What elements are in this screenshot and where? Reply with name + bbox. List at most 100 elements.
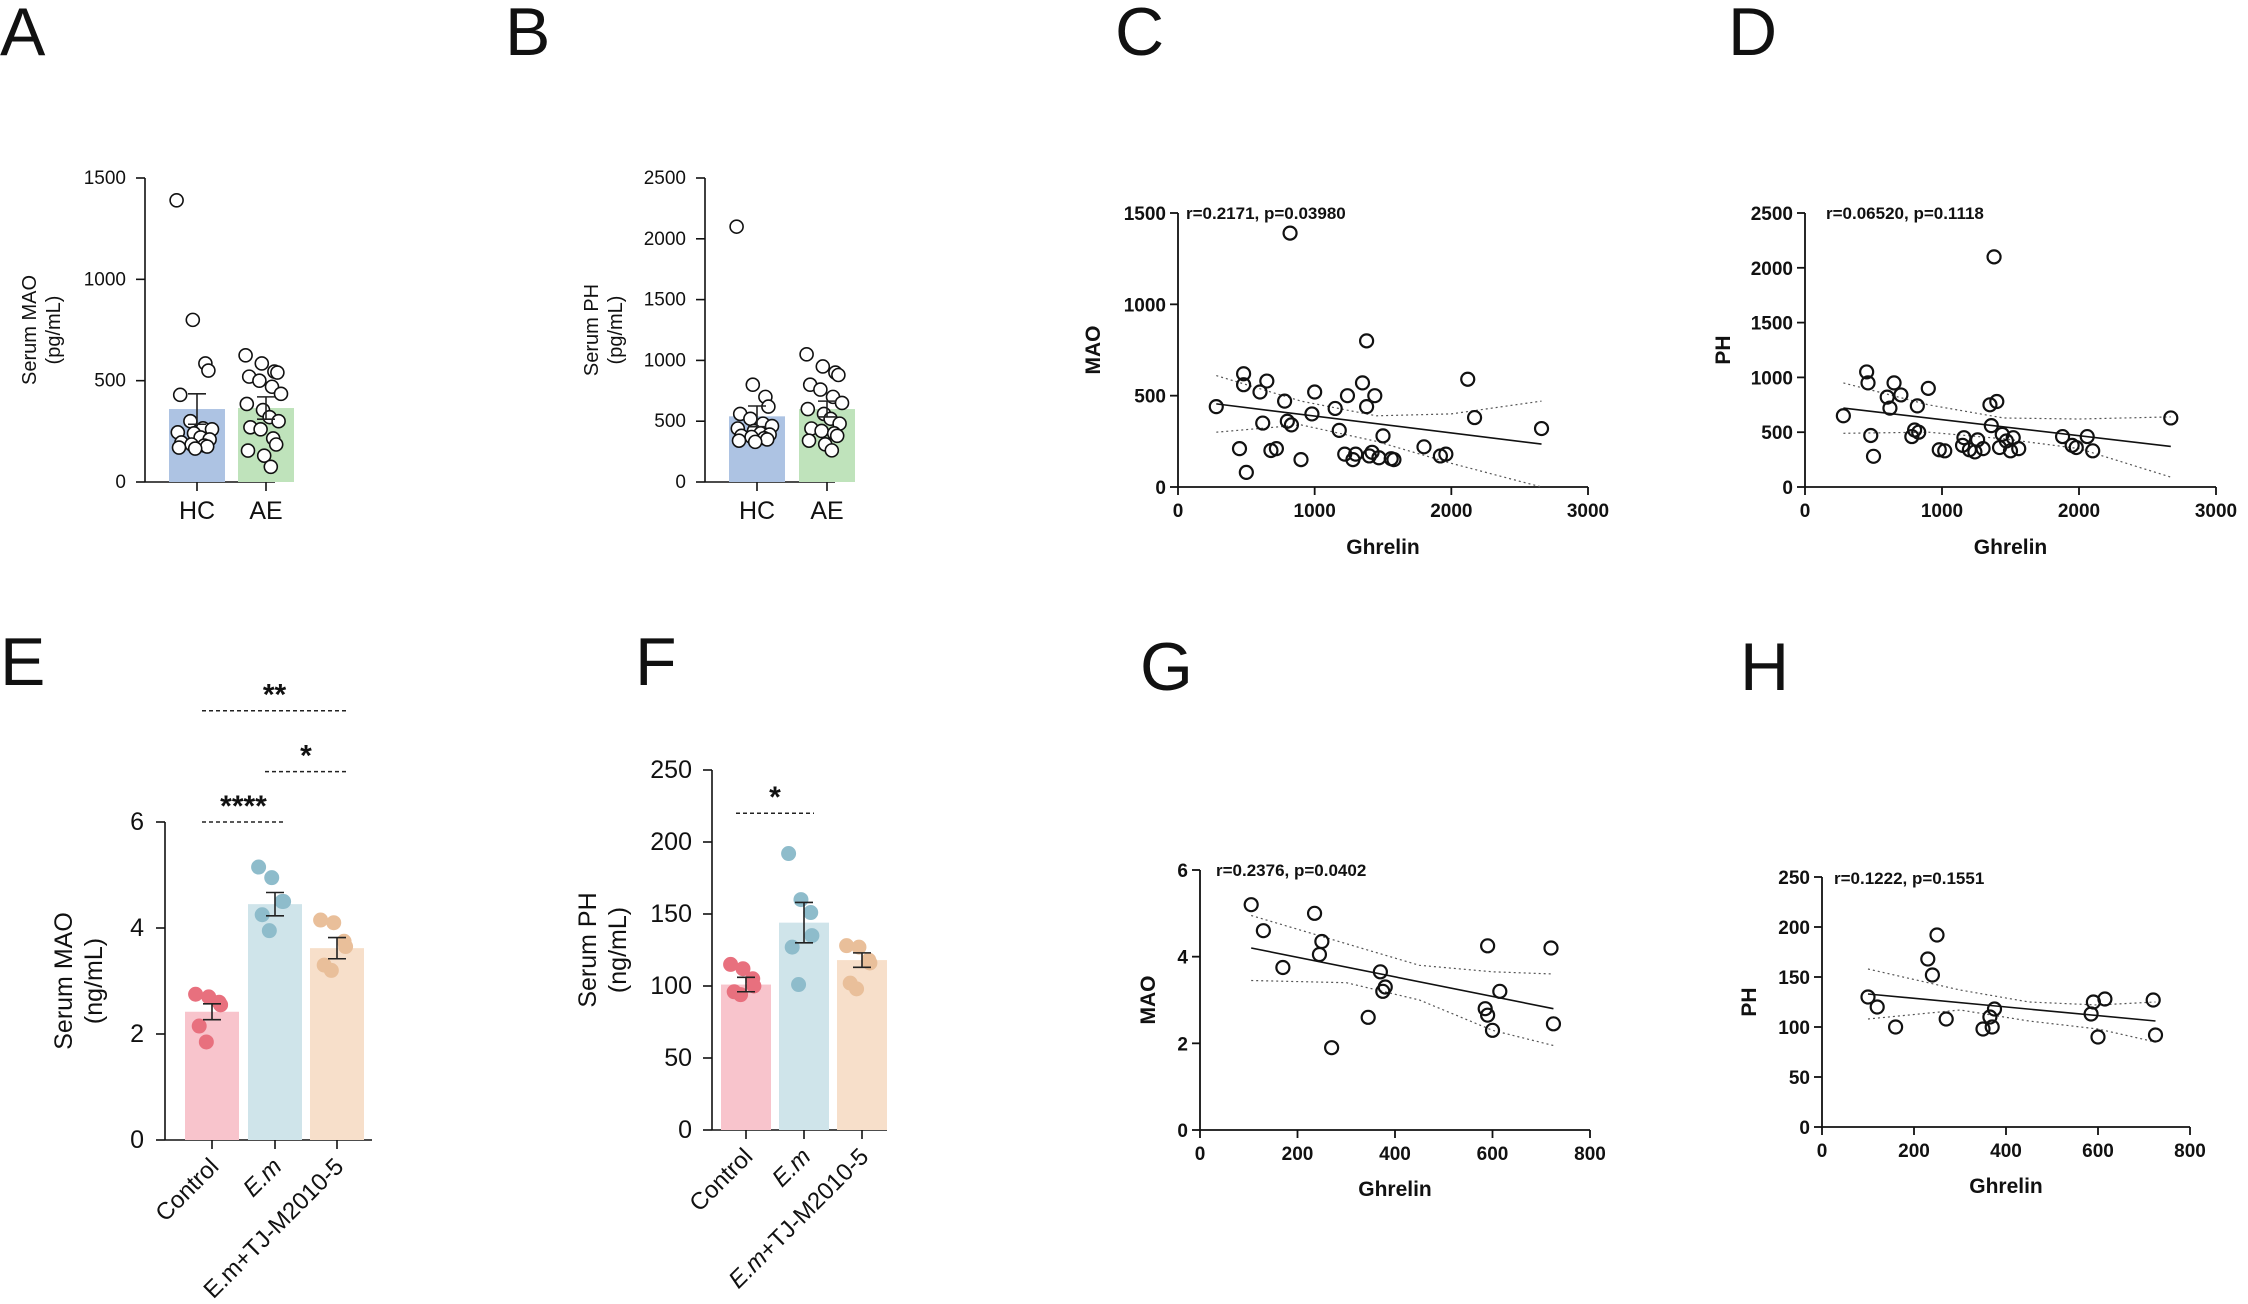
- significance-label: *: [769, 781, 781, 814]
- panel-label-D: D: [1728, 0, 1777, 70]
- data-point: [313, 912, 329, 928]
- data-point: [759, 432, 775, 447]
- y-axis-label-line: (ng/mL): [604, 907, 632, 993]
- data-point: [2097, 991, 2113, 1007]
- bar-E.m: [248, 904, 302, 1140]
- data-point: [1986, 1001, 2003, 1017]
- data-point: [169, 192, 184, 208]
- data-point: [1865, 448, 1882, 464]
- y-axis-label: PH: [1738, 987, 1761, 1016]
- y-tick-label: 0: [1177, 1121, 1188, 1142]
- data-point: [238, 348, 253, 363]
- y-tick-label: 2500: [644, 168, 686, 189]
- y-tick-label: 1000: [644, 350, 686, 371]
- data-point: [185, 312, 201, 328]
- x-tick-label: 3000: [2195, 501, 2237, 522]
- data-point: [791, 977, 807, 993]
- data-point: [2147, 1027, 2164, 1043]
- panel-H: H 0 50 100 150 200 250 0 200 400 600 800 Ghrelin PH r=…: [1738, 629, 2206, 1198]
- x-tick-label: 400: [1990, 1141, 2022, 1162]
- data-point: [804, 928, 820, 944]
- panel-F: F 0 50 100 150 200 250 Serum PH(ng/mL) Control E.…: [574, 624, 887, 1294]
- x-tick-label: 400: [1379, 1144, 1411, 1165]
- data-point: [2085, 443, 2101, 459]
- panel-label-H: H: [1740, 629, 1789, 705]
- regression-line: [1867, 993, 2156, 1022]
- data-point: [813, 382, 828, 397]
- data-point: [1984, 1019, 2000, 1035]
- data-point: [239, 396, 255, 412]
- data-point: [1311, 946, 1328, 963]
- data-point: [1887, 1019, 1904, 1035]
- data-point: [731, 433, 747, 448]
- x-tick-label: 2000: [1430, 501, 1472, 522]
- data-point: [201, 363, 216, 378]
- regression-line: [1251, 947, 1554, 1010]
- category-label: HC: [179, 497, 215, 525]
- y-tick-label: 0: [678, 1116, 692, 1144]
- x-tick-label: 800: [1574, 1144, 1606, 1165]
- regression-line: [1843, 407, 2171, 448]
- data-point: [1911, 424, 1927, 440]
- data-point: [1983, 418, 1999, 434]
- data-point: [784, 939, 800, 955]
- bar-E.m: [779, 922, 829, 1130]
- data-point: [1306, 905, 1323, 921]
- bar-E.m+TJ-M2010-5: [310, 948, 364, 1140]
- y-tick-label: 500: [1761, 423, 1793, 444]
- x-tick-label: 800: [2174, 1141, 2206, 1162]
- ci-upper-band: [1843, 382, 2171, 420]
- data-point: [1331, 422, 1347, 438]
- x-tick-label: 600: [2082, 1141, 2114, 1162]
- x-tick-label: 3000: [1567, 501, 1609, 522]
- data-point: [2163, 410, 2179, 426]
- data-point: [268, 437, 284, 452]
- data-point: [1460, 371, 1476, 387]
- panel-G: G 0 2 4 6 0 200 400 600 800 Ghrelin MAO r=0.2376, p=…: [1137, 629, 1606, 1201]
- ci-upper-band: [1251, 914, 1554, 975]
- data-point: [240, 443, 256, 458]
- data-point: [1238, 464, 1254, 480]
- data-point: [824, 443, 840, 458]
- data-point: [1358, 333, 1375, 349]
- data-point: [187, 441, 203, 456]
- y-axis-label: MAO: [1082, 326, 1105, 375]
- data-point: [1279, 413, 1295, 429]
- data-point: [1324, 1040, 1340, 1056]
- panel-C: C 0 500 1000 1500 0 1000 2000 3000 Ghrelin MAO r=0.…: [1082, 0, 1609, 559]
- data-point: [1480, 938, 1496, 954]
- ci-lower-band: [1867, 1009, 2156, 1043]
- data-point: [801, 433, 817, 448]
- data-point: [1545, 1016, 1562, 1032]
- x-tick-label: 200: [1898, 1141, 1930, 1162]
- data-point: [213, 997, 229, 1013]
- panel-label-B: B: [505, 0, 550, 70]
- ci-lower-band: [1251, 979, 1554, 1047]
- category-label: AE: [810, 497, 843, 525]
- x-tick-label: 2000: [2058, 501, 2100, 522]
- category-label: E.m: [767, 1143, 816, 1192]
- panel-A: A 0 500 1000 1500 Serum MAO (pg/mL) HC AE: [0, 0, 294, 525]
- y-tick-label: 0: [1782, 478, 1793, 499]
- bar-Control: [185, 1011, 239, 1140]
- data-point: [1243, 897, 1259, 913]
- y-tick-label: 1500: [1124, 204, 1166, 225]
- data-point: [1438, 446, 1454, 462]
- y-axis-label: PH: [1712, 335, 1735, 364]
- data-point: [1259, 373, 1275, 389]
- correlation-annotation: r=0.2376, p=0.0402: [1216, 861, 1366, 880]
- panel-label-C: C: [1115, 0, 1164, 70]
- y-tick-label: 500: [94, 371, 126, 392]
- y-tick-label: 50: [1789, 1068, 1810, 1089]
- y-tick-label: 500: [1134, 387, 1166, 408]
- data-point: [1863, 427, 1879, 444]
- ci-lower-band: [1216, 424, 1542, 488]
- data-point: [1275, 959, 1291, 976]
- data-point: [251, 859, 267, 875]
- data-point: [1893, 387, 1909, 403]
- significance-label: *: [300, 740, 312, 773]
- data-point: [814, 423, 829, 439]
- data-point: [1268, 441, 1285, 457]
- data-point: [263, 459, 279, 475]
